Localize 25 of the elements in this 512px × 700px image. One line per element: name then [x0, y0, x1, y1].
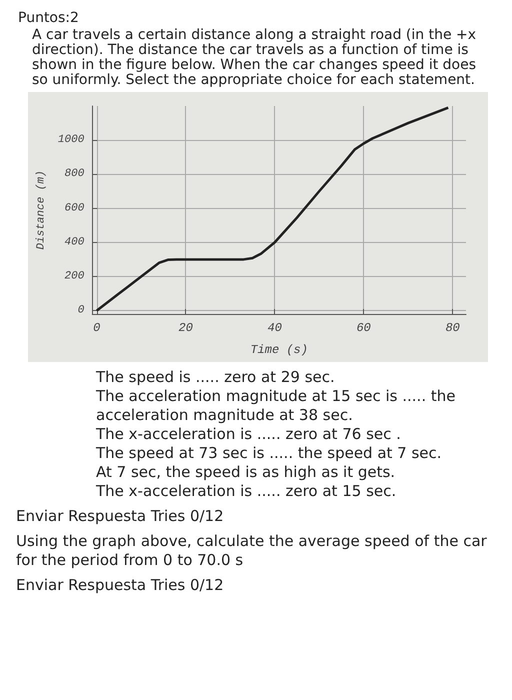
- y-tick-label: 400: [64, 236, 85, 248]
- x-tick-label: 40: [268, 321, 282, 335]
- chart-title: Puntos:2: [17, 9, 80, 28]
- text: The x-acceleration is ..... zero at 76 sec .: [95, 425, 402, 444]
- x-tick-label: 60: [356, 321, 371, 335]
- x-tick-label: 80: [445, 321, 460, 335]
- y-tick-label: 800: [64, 168, 85, 180]
- y-axis-title: Distance (m): [36, 170, 48, 250]
- text: Using the graph above, calculate the average speed of the car for the period from 0 to 70.0 s: [16, 532, 488, 570]
- y-tick-label: 600: [64, 202, 85, 214]
- x-tick-label: 20: [178, 321, 193, 335]
- y-tick-label: 0: [78, 304, 85, 317]
- chart-subtitle: A car travels a certain distance along a straight road (in the +x direction). The distance the car travels as a function of time is shown in the figure below. When the car changes speed it does so uniformly. Select the appropriate choice for each statement.: [31, 27, 478, 90]
- text: The acceleration magnitude at 15 sec is ..... the acceleration magnitude at 38 sec.: [95, 387, 456, 425]
- text: Enviar Respuesta Tries 0/12: [16, 576, 225, 595]
- text: The speed at 73 sec is ..... the speed at 7 sec.: [95, 444, 443, 463]
- line-series: [96, 106, 450, 312]
- text: At 7 sec, the speed is as high as it gets.: [95, 463, 396, 482]
- x-axis-title: Time (s): [250, 343, 308, 357]
- x-tick-label: 0: [93, 321, 100, 335]
- y-tick-label: 1000: [58, 134, 85, 146]
- text: The x-acceleration is ..... zero at 15 sec.: [95, 482, 398, 501]
- y-tick-label: 200: [64, 270, 85, 282]
- text: The speed is ..... zero at 29 sec.: [95, 368, 336, 387]
- text: Enviar Respuesta Tries 0/12: [16, 507, 225, 526]
